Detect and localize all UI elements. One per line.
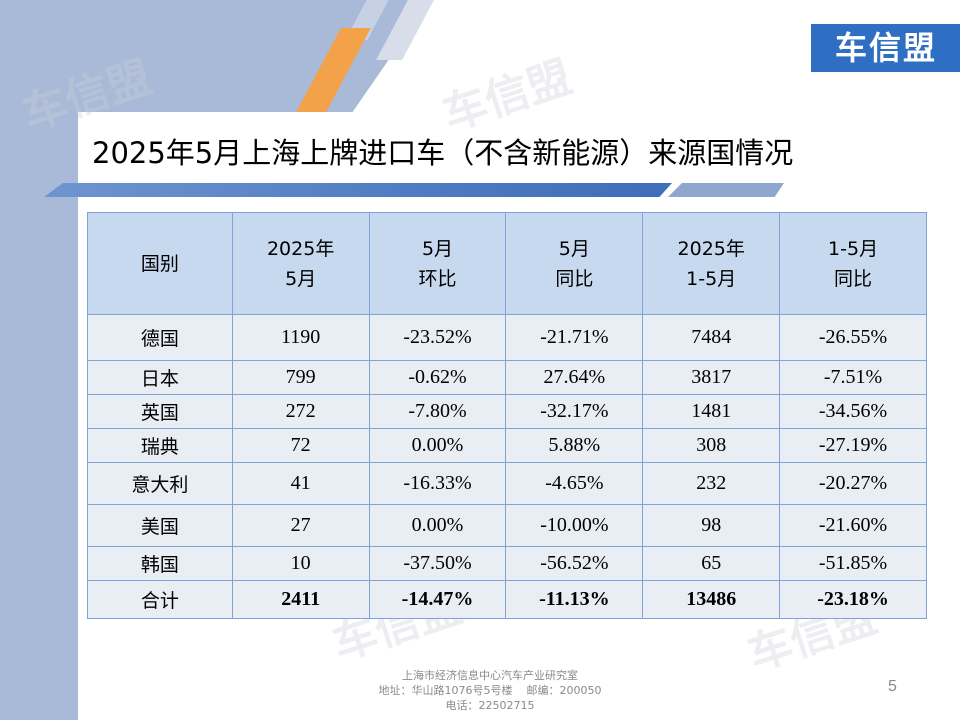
- page-number: 5: [888, 678, 897, 695]
- cell-value: 1190: [231, 314, 370, 361]
- table-row: 韩国 10 -37.50% -56.52% 65 -51.85%: [87, 546, 927, 581]
- cell-value: -23.52%: [368, 314, 507, 361]
- left-decor-band: [0, 0, 78, 720]
- cell-country: 韩国: [87, 546, 233, 581]
- cell-value: 72: [231, 428, 370, 463]
- import-source-table: 国别 2025年 5月 5月 环比 5月 同比 2025年 1-5月 1-5月 同比 德国…: [87, 212, 927, 619]
- cell-value: -16.33%: [368, 462, 507, 505]
- header-ytd-2025: 2025年 1-5月: [642, 212, 781, 315]
- header-ytd-yoy: 1-5月 同比: [779, 212, 927, 315]
- brand-logo: 车信盟: [811, 24, 960, 72]
- cell-value: -7.80%: [368, 394, 507, 429]
- cell-value: -34.56%: [779, 394, 927, 429]
- cell-country: 英国: [87, 394, 233, 429]
- cell-value: 1481: [642, 394, 781, 429]
- header-country: 国别: [87, 212, 233, 315]
- table-row: 日本 799 -0.62% 27.64% 3817 -7.51%: [87, 360, 927, 395]
- cell-value: -21.60%: [779, 504, 927, 547]
- cell-value: 98: [642, 504, 781, 547]
- cell-value: 272: [231, 394, 370, 429]
- cell-value: -10.00%: [505, 504, 644, 547]
- table-header-row: 国别 2025年 5月 5月 环比 5月 同比 2025年 1-5月 1-5月 同比: [87, 212, 927, 315]
- cell-value: -56.52%: [505, 546, 644, 581]
- cell-value: 232: [642, 462, 781, 505]
- footer-info: 上海市经济信息中心汽车产业研究室 地址：华山路1076号5号楼 邮编：20005…: [300, 668, 680, 713]
- cell-country: 德国: [87, 314, 233, 361]
- cell-value: -0.62%: [368, 360, 507, 395]
- cell-value: 0.00%: [368, 428, 507, 463]
- cell-value: -23.18%: [779, 580, 927, 619]
- cell-value: 0.00%: [368, 504, 507, 547]
- cell-value: 27: [231, 504, 370, 547]
- title-underline-bar: [44, 183, 672, 197]
- cell-value: 7484: [642, 314, 781, 361]
- cell-value: -7.51%: [779, 360, 927, 395]
- cell-value: -11.13%: [505, 580, 644, 619]
- table-row: 美国 27 0.00% -10.00% 98 -21.60%: [87, 504, 927, 547]
- cell-country: 合计: [87, 580, 233, 619]
- cell-value: -32.17%: [505, 394, 644, 429]
- cell-value: 65: [642, 546, 781, 581]
- header-may-mom: 5月 环比: [368, 212, 507, 315]
- cell-value: -21.71%: [505, 314, 644, 361]
- cell-value: -14.47%: [368, 580, 507, 619]
- cell-value: 3817: [642, 360, 781, 395]
- cell-country: 美国: [87, 504, 233, 547]
- page-title: 2025年5月上海上牌进口车（不含新能源）来源国情况: [92, 136, 794, 170]
- cell-value: 308: [642, 428, 781, 463]
- table-row: 英国 272 -7.80% -32.17% 1481 -34.56%: [87, 394, 927, 429]
- cell-value: -37.50%: [368, 546, 507, 581]
- cell-value: -27.19%: [779, 428, 927, 463]
- table-row: 德国 1190 -23.52% -21.71% 7484 -26.55%: [87, 314, 927, 361]
- table-total-row: 合计 2411 -14.47% -11.13% 13486 -23.18%: [87, 580, 927, 619]
- cell-value: 13486: [642, 580, 781, 619]
- cell-value: 799: [231, 360, 370, 395]
- cell-value: 27.64%: [505, 360, 644, 395]
- cell-country: 意大利: [87, 462, 233, 505]
- cell-value: 5.88%: [505, 428, 644, 463]
- cell-value: 2411: [231, 580, 370, 619]
- cell-value: -4.65%: [505, 462, 644, 505]
- cell-country: 瑞典: [87, 428, 233, 463]
- header-may-2025: 2025年 5月: [231, 212, 370, 315]
- cell-value: -51.85%: [779, 546, 927, 581]
- header-may-yoy: 5月 同比: [505, 212, 644, 315]
- table-row: 瑞典 72 0.00% 5.88% 308 -27.19%: [87, 428, 927, 463]
- table-row: 意大利 41 -16.33% -4.65% 232 -20.27%: [87, 462, 927, 505]
- footer-address: 地址：华山路1076号5号楼 邮编：200050: [378, 684, 602, 697]
- title-underline-bar-light: [668, 183, 784, 197]
- cell-value: 10: [231, 546, 370, 581]
- cell-value: -20.27%: [779, 462, 927, 505]
- footer-phone: 电话：22502715: [445, 699, 535, 712]
- cell-value: -26.55%: [779, 314, 927, 361]
- cell-value: 41: [231, 462, 370, 505]
- cell-country: 日本: [87, 360, 233, 395]
- footer-org: 上海市经济信息中心汽车产业研究室: [402, 669, 578, 682]
